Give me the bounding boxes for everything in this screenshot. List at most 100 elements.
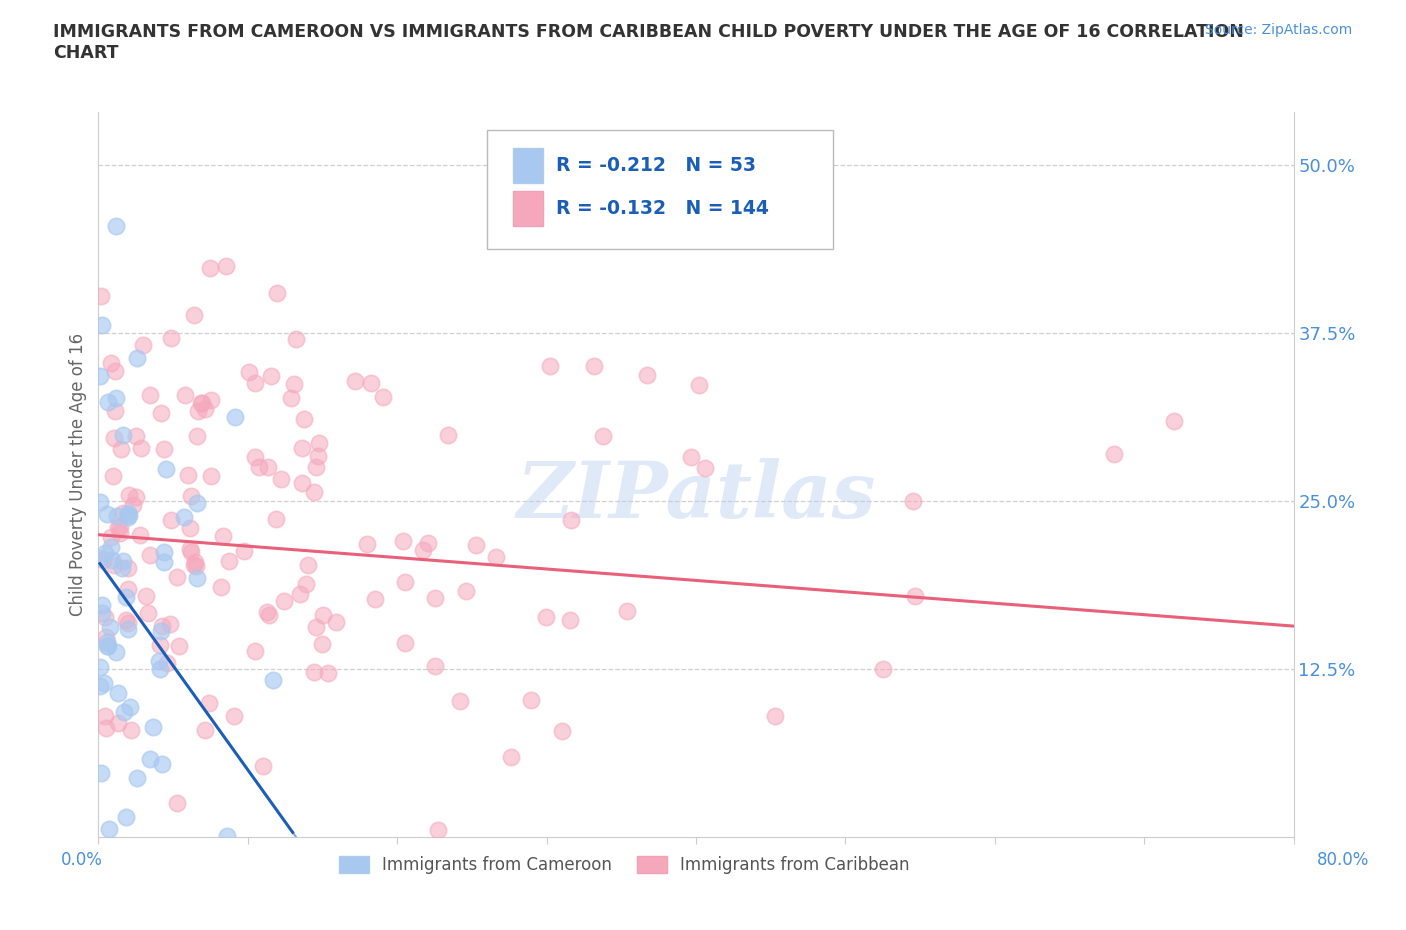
Point bbox=[111, 561, 134, 576]
Point bbox=[150, 618, 173, 633]
Point bbox=[180, 489, 202, 504]
Point bbox=[592, 429, 614, 444]
Point bbox=[280, 391, 302, 405]
Point bbox=[217, 829, 239, 844]
Point bbox=[96, 507, 118, 522]
Point bbox=[186, 571, 208, 586]
Point bbox=[356, 537, 378, 551]
Point bbox=[136, 605, 159, 620]
FancyBboxPatch shape bbox=[486, 130, 834, 249]
Point bbox=[107, 519, 129, 534]
Point bbox=[153, 442, 176, 457]
Point bbox=[91, 597, 114, 612]
Point bbox=[283, 377, 305, 392]
Point bbox=[245, 449, 267, 464]
Point bbox=[285, 332, 308, 347]
Point bbox=[763, 709, 786, 724]
Point bbox=[94, 630, 117, 644]
Point bbox=[117, 621, 139, 636]
Point bbox=[121, 498, 143, 512]
Point bbox=[153, 555, 176, 570]
Point bbox=[454, 583, 477, 598]
Point bbox=[184, 558, 207, 573]
Point bbox=[94, 609, 117, 624]
Point bbox=[305, 619, 328, 634]
Point bbox=[115, 612, 138, 627]
Point bbox=[194, 723, 217, 737]
Point bbox=[120, 723, 142, 737]
Point bbox=[129, 527, 152, 542]
Text: 80.0%: 80.0% bbox=[1316, 851, 1369, 870]
Point bbox=[118, 488, 141, 503]
Point bbox=[262, 672, 284, 687]
Text: Source: ZipAtlas.com: Source: ZipAtlas.com bbox=[1205, 23, 1353, 37]
Point bbox=[224, 409, 246, 424]
Point bbox=[98, 822, 121, 837]
Point bbox=[110, 525, 132, 540]
Point bbox=[903, 494, 925, 509]
Point bbox=[117, 508, 139, 523]
Point bbox=[325, 615, 347, 630]
Point bbox=[373, 390, 395, 405]
Point bbox=[108, 520, 131, 535]
Point bbox=[1163, 413, 1185, 428]
Point bbox=[105, 644, 128, 659]
Point bbox=[245, 376, 267, 391]
Point bbox=[485, 550, 508, 565]
Point bbox=[111, 553, 134, 568]
Point bbox=[200, 392, 222, 407]
Point bbox=[94, 721, 117, 736]
Point bbox=[110, 442, 132, 457]
Point bbox=[187, 404, 209, 418]
Point bbox=[425, 658, 447, 673]
Point bbox=[534, 609, 557, 624]
Point bbox=[111, 506, 134, 521]
Point bbox=[91, 605, 114, 620]
Point bbox=[129, 441, 152, 456]
Point bbox=[117, 561, 139, 576]
Point bbox=[288, 586, 311, 601]
Point bbox=[198, 261, 221, 276]
Point bbox=[104, 404, 127, 418]
Point bbox=[256, 604, 278, 619]
Point bbox=[191, 396, 214, 411]
Point bbox=[125, 489, 148, 504]
Point bbox=[107, 716, 129, 731]
Point bbox=[260, 368, 283, 383]
Point bbox=[394, 636, 416, 651]
Point bbox=[91, 317, 114, 332]
Point bbox=[112, 428, 135, 443]
Point bbox=[872, 661, 894, 676]
Point bbox=[156, 656, 179, 671]
Point bbox=[101, 468, 124, 483]
Point bbox=[117, 506, 139, 521]
Point bbox=[616, 604, 638, 618]
Point bbox=[183, 557, 205, 572]
Point bbox=[139, 548, 162, 563]
Point bbox=[105, 509, 128, 524]
Point bbox=[209, 579, 232, 594]
Point bbox=[115, 810, 138, 825]
Point bbox=[155, 461, 177, 476]
Point bbox=[465, 538, 488, 552]
Point bbox=[311, 636, 333, 651]
Point bbox=[1104, 446, 1126, 461]
Point bbox=[305, 459, 328, 474]
Point bbox=[148, 654, 170, 669]
Point bbox=[98, 619, 121, 634]
Point bbox=[177, 467, 200, 482]
Point bbox=[150, 624, 173, 639]
Point bbox=[125, 351, 148, 365]
Point bbox=[273, 593, 295, 608]
Point bbox=[100, 539, 122, 554]
Point bbox=[138, 751, 160, 766]
Point bbox=[103, 431, 125, 445]
Point bbox=[166, 569, 188, 584]
Point bbox=[412, 543, 434, 558]
Point bbox=[115, 590, 138, 604]
Point bbox=[688, 378, 710, 392]
Point bbox=[173, 510, 195, 525]
Point bbox=[304, 485, 326, 499]
Point bbox=[89, 551, 111, 565]
Point bbox=[100, 355, 122, 370]
